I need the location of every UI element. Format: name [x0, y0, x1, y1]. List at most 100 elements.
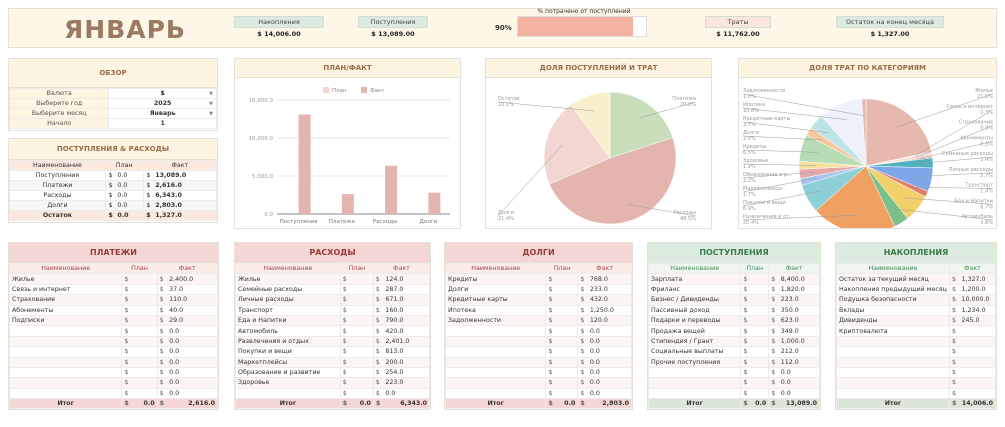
- fact-cell[interactable]: 0.0: [587, 387, 632, 400]
- plan-cell[interactable]: [555, 366, 579, 379]
- fact-cell[interactable]: 349.0: [778, 325, 820, 337]
- fact-cell[interactable]: 0.0: [778, 366, 820, 379]
- plan-cell[interactable]: [131, 294, 158, 306]
- plan-cell[interactable]: [555, 273, 579, 285]
- fact-cell[interactable]: 813.0: [383, 346, 431, 358]
- plan-cell[interactable]: [131, 314, 158, 327]
- fact-cell[interactable]: 768.0: [587, 273, 632, 285]
- fact-cell[interactable]: 420.0: [383, 325, 431, 337]
- fact-cell[interactable]: 245.0: [959, 314, 997, 327]
- fact-cell[interactable]: 124.0: [383, 273, 431, 285]
- fact-cell[interactable]: [959, 325, 997, 337]
- plan-cell[interactable]: [555, 304, 579, 316]
- fact-cell[interactable]: [959, 387, 997, 400]
- fact-cell[interactable]: [959, 346, 997, 358]
- fact-cell[interactable]: 1,327.0: [959, 273, 997, 285]
- fact-cell[interactable]: 0.0: [167, 387, 219, 400]
- fact-cell[interactable]: 432.0: [587, 294, 632, 306]
- fact-cell[interactable]: 2,616.0: [167, 398, 219, 410]
- plan-cell[interactable]: [750, 273, 770, 285]
- plan-cell[interactable]: [555, 283, 579, 296]
- plan-cell[interactable]: [750, 346, 770, 358]
- fact-cell[interactable]: 0.0: [587, 377, 632, 389]
- fact-cell[interactable]: [959, 356, 997, 368]
- plan-cell[interactable]: [131, 387, 158, 400]
- plan-cell[interactable]: [350, 387, 374, 400]
- fact-cell[interactable]: 287.0: [383, 283, 431, 296]
- fact-cell[interactable]: 14,006.0: [959, 398, 997, 410]
- plan-cell[interactable]: [131, 283, 158, 296]
- plan-cell[interactable]: [555, 377, 579, 389]
- plan-cell[interactable]: [555, 314, 579, 327]
- overview-value-select[interactable]: $ ▼: [108, 88, 217, 99]
- fact-cell[interactable]: 200.0: [383, 356, 431, 368]
- plan-cell[interactable]: [750, 314, 770, 327]
- fact-cell[interactable]: 1,234.0: [959, 304, 997, 316]
- plan-cell[interactable]: 0.0: [750, 398, 770, 410]
- fact-cell[interactable]: 0.0: [167, 366, 219, 379]
- fact-cell[interactable]: 0.0: [167, 346, 219, 358]
- dropdown-arrow-icon[interactable]: ▼: [209, 111, 213, 117]
- fact-cell[interactable]: 29.0: [167, 314, 219, 327]
- plan-cell[interactable]: [131, 346, 158, 358]
- plan-cell[interactable]: [750, 356, 770, 368]
- overview-value-select[interactable]: Январь ▼: [108, 108, 217, 119]
- plan-cell[interactable]: [555, 346, 579, 358]
- plan-cell[interactable]: [350, 356, 374, 368]
- plan-cell[interactable]: [350, 346, 374, 358]
- plan-cell[interactable]: [350, 314, 374, 327]
- fact-cell[interactable]: 1,820.0: [778, 283, 820, 296]
- fact-cell[interactable]: 0.0: [587, 366, 632, 379]
- fact-cell[interactable]: 790.0: [383, 314, 431, 327]
- fact-cell[interactable]: 0.0: [167, 377, 219, 389]
- plan-cell[interactable]: [555, 387, 579, 400]
- fact-cell[interactable]: 37.0: [167, 283, 219, 296]
- plan-cell[interactable]: [555, 294, 579, 306]
- fact-cell[interactable]: 223.0: [383, 377, 431, 389]
- plan-cell[interactable]: [750, 294, 770, 306]
- fact-cell[interactable]: 8,400.0: [778, 273, 820, 285]
- fact-cell[interactable]: 223.0: [778, 294, 820, 306]
- fact-cell[interactable]: 350.0: [778, 304, 820, 316]
- fact-cell[interactable]: 0.0: [167, 335, 219, 348]
- plan-cell[interactable]: [750, 304, 770, 316]
- fact-cell[interactable]: 40.0: [167, 304, 219, 316]
- plan-cell[interactable]: [350, 304, 374, 316]
- plan-cell[interactable]: [350, 294, 374, 306]
- plan-cell[interactable]: [131, 356, 158, 368]
- fact-cell[interactable]: 110.0: [167, 294, 219, 306]
- plan-cell[interactable]: [555, 356, 579, 368]
- fact-cell[interactable]: 112.0: [778, 356, 820, 368]
- fact-cell[interactable]: 0.0: [778, 377, 820, 389]
- fact-cell[interactable]: 0.0: [587, 325, 632, 337]
- plan-cell[interactable]: [750, 283, 770, 296]
- fact-cell[interactable]: 2,803.0: [587, 398, 632, 410]
- fact-cell[interactable]: [959, 377, 997, 389]
- plan-cell[interactable]: 0.0: [350, 398, 374, 410]
- plan-cell[interactable]: [131, 304, 158, 316]
- plan-cell[interactable]: [350, 366, 374, 379]
- fact-cell[interactable]: 1,250.0: [587, 304, 632, 316]
- fact-cell[interactable]: 0.0: [167, 356, 219, 368]
- fact-cell[interactable]: 0.0: [587, 346, 632, 358]
- dropdown-arrow-icon[interactable]: ▼: [209, 91, 213, 97]
- fact-cell[interactable]: 160.0: [383, 304, 431, 316]
- fact-cell[interactable]: [959, 335, 997, 348]
- plan-cell[interactable]: [350, 283, 374, 296]
- fact-cell[interactable]: 1,000.0: [778, 335, 820, 348]
- plan-cell[interactable]: [750, 335, 770, 348]
- fact-cell[interactable]: 233.0: [587, 283, 632, 296]
- plan-cell[interactable]: [131, 377, 158, 389]
- fact-cell[interactable]: 1,200.0: [959, 283, 997, 296]
- plan-cell[interactable]: [555, 335, 579, 348]
- plan-cell[interactable]: [131, 335, 158, 348]
- plan-cell[interactable]: [750, 387, 770, 400]
- plan-cell[interactable]: [350, 335, 374, 348]
- plan-cell[interactable]: 0.0: [131, 398, 158, 410]
- plan-cell[interactable]: [555, 325, 579, 337]
- fact-cell[interactable]: 671.0: [383, 294, 431, 306]
- fact-cell[interactable]: 10,000.0: [959, 294, 997, 306]
- plan-cell[interactable]: [750, 377, 770, 389]
- fact-cell[interactable]: 2,401.0: [383, 335, 431, 348]
- fact-cell[interactable]: 0.0: [587, 335, 632, 348]
